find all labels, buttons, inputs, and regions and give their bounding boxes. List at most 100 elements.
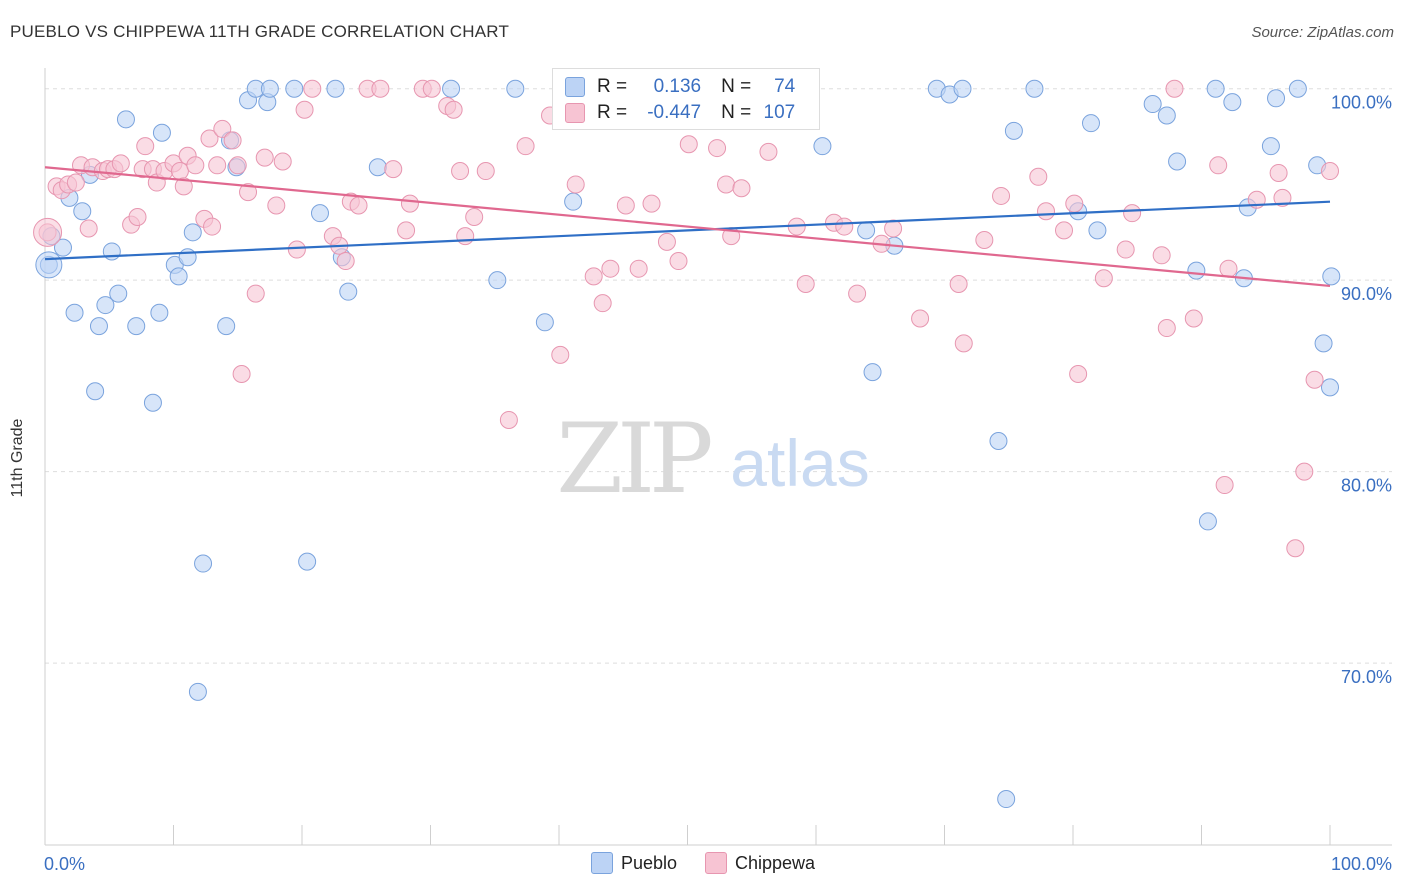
- pueblo-point: [1187, 261, 1206, 280]
- chippewa-legend-swatch: [705, 852, 727, 874]
- chippewa-point: [79, 219, 98, 238]
- chippewa-point: [992, 186, 1011, 205]
- pueblo-point: [857, 221, 876, 240]
- pueblo-point: [150, 303, 169, 322]
- pueblo-point: [813, 137, 832, 156]
- x-tick-label-min: 0.0%: [44, 854, 85, 874]
- y-tick-label: 70.0%: [1341, 667, 1392, 687]
- pueblo-point: [1206, 79, 1225, 98]
- pueblo-point: [183, 223, 202, 242]
- pueblo-point: [997, 790, 1016, 809]
- series-legend: Pueblo Chippewa: [0, 852, 1406, 874]
- pueblo-point: [310, 204, 329, 223]
- chippewa-point: [239, 183, 258, 202]
- pueblo-point: [1157, 106, 1176, 125]
- pueblo-point: [188, 682, 207, 701]
- pueblo-point: [152, 123, 171, 142]
- chippewa-point: [1273, 188, 1292, 207]
- watermark-atlas: atlas: [730, 426, 869, 500]
- pueblo-point: [1261, 137, 1280, 156]
- chippewa-point: [732, 179, 751, 198]
- pueblo-point: [285, 79, 304, 98]
- chippewa-n-value: 107: [763, 102, 796, 123]
- legend-row-pueblo: R = 0.136 N = 74: [565, 76, 795, 98]
- chippewa-point: [1219, 259, 1238, 278]
- tick-labels: 70.0% 80.0% 90.0% 100.0% 0.0% 100.0%: [44, 93, 1392, 874]
- pueblo-point: [53, 238, 72, 257]
- pueblo-point: [127, 317, 146, 336]
- pueblo-point: [564, 192, 583, 211]
- chippewa-point: [444, 100, 463, 119]
- pueblo-point: [143, 393, 162, 412]
- chippewa-point: [593, 294, 612, 313]
- legend-item-pueblo: Pueblo: [590, 852, 677, 874]
- pueblo-point: [1314, 334, 1333, 353]
- pueblo-point: [1168, 152, 1187, 171]
- chippewa-point: [287, 240, 306, 259]
- chippewa-point: [975, 230, 994, 249]
- chippewa-point: [1157, 319, 1176, 338]
- chippewa-point: [336, 252, 355, 271]
- chippewa-point: [1286, 539, 1305, 558]
- chippewa-point: [303, 79, 322, 98]
- pueblo-point: [178, 248, 197, 267]
- pueblo-r-label: R =: [597, 76, 628, 97]
- chippewa-point: [657, 232, 676, 251]
- chippewa-point: [584, 267, 603, 286]
- pueblo-point: [65, 303, 84, 322]
- chippewa-point: [200, 129, 219, 148]
- chippewa-point: [465, 208, 484, 226]
- legend-item-chippewa: Chippewa: [705, 852, 815, 874]
- pueblo-point-large: [35, 251, 63, 279]
- chippewa-point: [267, 196, 286, 215]
- chippewa-n-label: N =: [721, 102, 752, 123]
- pueblo-point: [368, 158, 387, 177]
- chippewa-point: [884, 219, 903, 238]
- chippewa-point: [911, 309, 930, 328]
- chippewa-point: [255, 148, 274, 167]
- chippewa-point: [1069, 365, 1088, 383]
- pueblo-point: [1267, 89, 1286, 108]
- chippewa-point: [111, 154, 130, 173]
- chippewa-point: [213, 119, 232, 138]
- chippewa-point: [679, 135, 698, 154]
- chippewa-swatch: [565, 103, 585, 123]
- chippewa-point: [708, 139, 727, 158]
- pueblo-point: [260, 79, 279, 98]
- pueblo-point: [1004, 121, 1023, 140]
- chippewa-point: [174, 177, 193, 196]
- chippewa-point: [601, 259, 620, 278]
- chippewa-point: [848, 284, 867, 303]
- pueblo-point: [1322, 267, 1341, 286]
- chippewa-point: [516, 137, 535, 156]
- correlation-legend: R = 0.136 N = 74 R = -0.447 N = 107: [552, 68, 820, 130]
- pueblo-trend-line: [44, 200, 1331, 261]
- chippewa-point: [1305, 370, 1324, 389]
- pueblo-point: [96, 296, 115, 315]
- pueblo-point: [89, 317, 108, 336]
- chippewa-point: [422, 79, 441, 98]
- pueblo-point: [217, 317, 236, 336]
- pueblo-point: [194, 554, 213, 573]
- chippewa-point: [170, 162, 189, 181]
- pueblo-swatch: [565, 77, 585, 97]
- chippewa-trend-line: [44, 166, 1331, 288]
- pueblo-point: [86, 382, 105, 401]
- chippewa-point-large: [33, 217, 63, 247]
- chippewa-point: [1215, 476, 1234, 495]
- chippewa-point: [273, 152, 292, 171]
- chippewa-point: [476, 162, 495, 181]
- pueblo-n-value: 74: [774, 76, 796, 97]
- chippewa-point: [136, 137, 155, 156]
- chippewa-point: [203, 217, 222, 236]
- pueblo-point: [1143, 95, 1162, 114]
- chart-title: PUEBLO VS CHIPPEWA 11TH GRADE CORRELATIO…: [10, 22, 510, 41]
- chippewa-point: [1295, 462, 1314, 481]
- chippewa-point: [1152, 246, 1171, 265]
- pueblo-point: [488, 271, 507, 290]
- pueblo-point: [953, 79, 972, 98]
- y-tick-label: 80.0%: [1341, 476, 1392, 496]
- pueblo-point: [1088, 221, 1107, 240]
- pueblo-point: [116, 110, 135, 129]
